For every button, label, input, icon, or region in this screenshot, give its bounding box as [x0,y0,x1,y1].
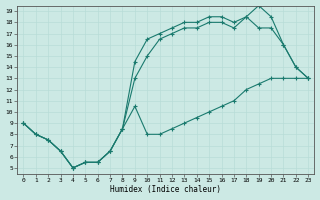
X-axis label: Humidex (Indice chaleur): Humidex (Indice chaleur) [110,185,221,194]
